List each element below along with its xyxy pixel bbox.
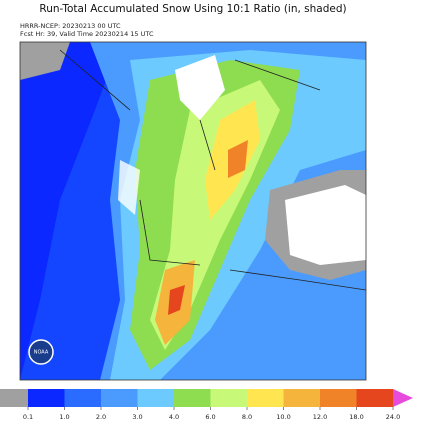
colorbar-segment — [174, 389, 211, 407]
colorbar-tick-label: 18.0 — [349, 413, 363, 421]
colorbar-tick-label: 12.0 — [313, 413, 327, 421]
colorbar-segment — [28, 389, 65, 407]
colorbar-segment — [210, 389, 248, 407]
logo — [28, 339, 54, 365]
colorbar-segment — [356, 389, 394, 407]
colorbar-segment — [283, 389, 321, 407]
colorbar-segment — [320, 389, 357, 407]
colorbar-tick-label: 2.0 — [96, 413, 106, 421]
colorbar-over — [393, 389, 413, 407]
colorbar-segment — [64, 389, 102, 407]
logo-text: NOAA — [34, 350, 49, 356]
colorbar-segment — [101, 389, 138, 407]
colorbar-tick-label: 6.0 — [205, 413, 215, 421]
colorbar-tick-label: 8.0 — [242, 413, 252, 421]
title: Run-Total Accumulated Snow Using 10:1 Ra… — [39, 3, 346, 15]
colorbar-tick-label: 4.0 — [169, 413, 179, 421]
colorbar-tick-label: 1.0 — [59, 413, 69, 421]
colorbar-under — [0, 389, 28, 407]
colorbar-tick-label: 24.0 — [386, 413, 400, 421]
valid-time: Fcst Hr: 39, Valid Time 20230214 15 UTC — [20, 30, 154, 38]
colorbar-tick-label: 10.0 — [276, 413, 290, 421]
colorbar-tick-label: 0.1 — [23, 413, 33, 421]
colorbar-segment — [137, 389, 175, 407]
colorbar: 0.1 1.0 2.0 3.0 4.0 6.0 8.0 10.0 12.0 18.0 24.0 — [0, 389, 413, 421]
model-run: HRRR-NCEP: 20230213 00 UTC — [20, 22, 121, 30]
colorbar-tick-label: 3.0 — [132, 413, 142, 421]
map: NOAA — [19, 41, 367, 381]
colorbar-segment — [247, 389, 284, 407]
